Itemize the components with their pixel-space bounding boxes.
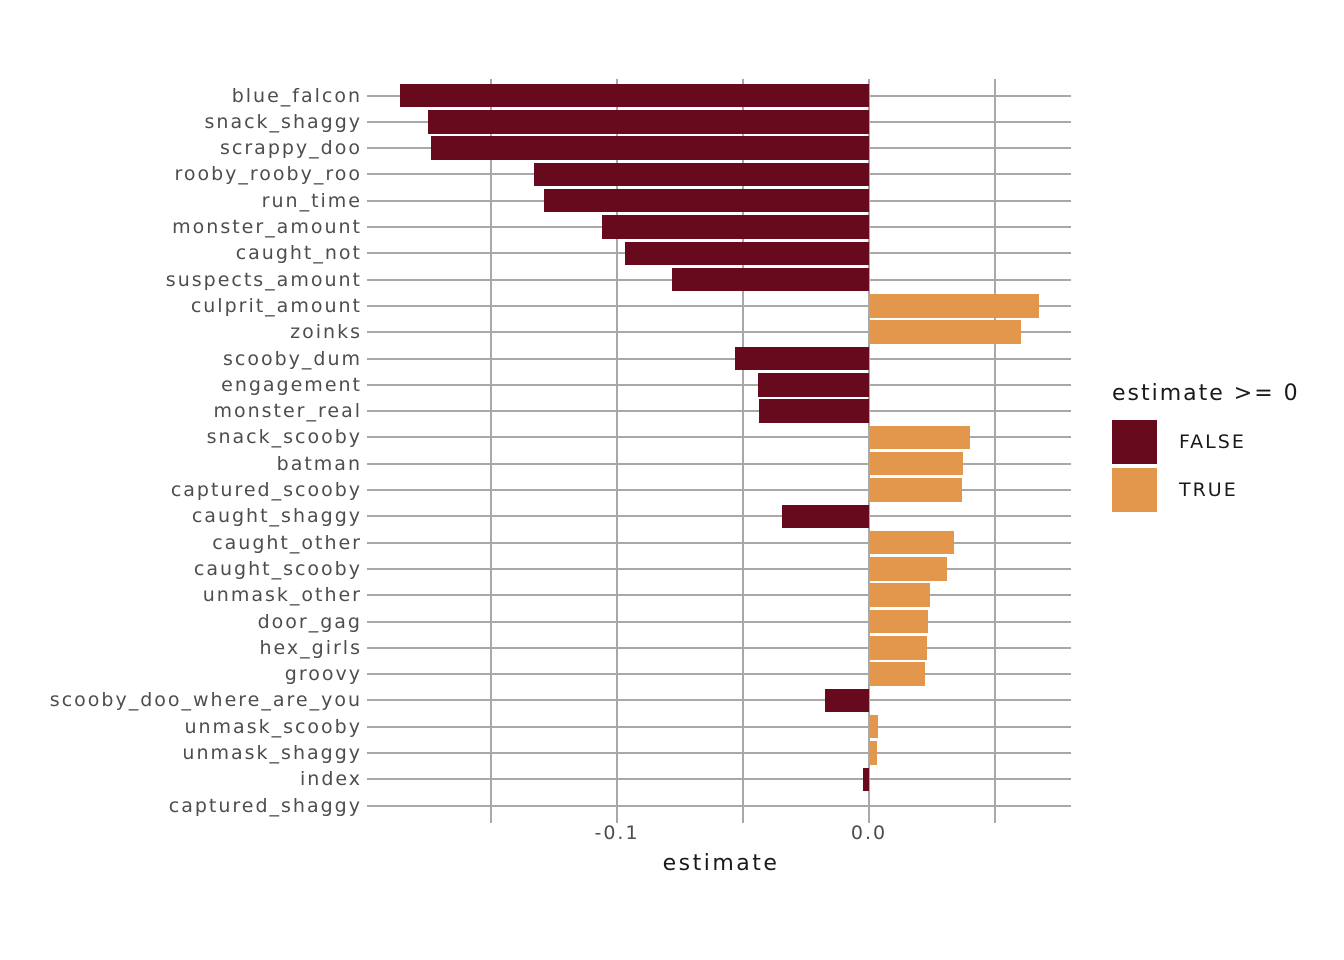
bar-unmask_other [870, 583, 931, 607]
y-axis-label: scooby_dum [222, 347, 362, 370]
bar-hex_girls [870, 636, 928, 660]
legend-swatch-true [1112, 468, 1157, 512]
gridline-horizontal [367, 436, 1071, 439]
y-axis-label: caught_scooby [193, 557, 362, 580]
legend-item-true: TRUE [1112, 468, 1300, 512]
gridline-vertical [994, 78, 996, 823]
bar-scrappy_doo [430, 136, 869, 160]
gridline-horizontal [367, 778, 1071, 781]
bar-unmask_scooby [870, 714, 879, 739]
bar-engagement [758, 373, 869, 397]
y-axis-label: caught_not [235, 242, 362, 265]
gridline-horizontal [367, 489, 1071, 491]
legend-swatch-false [1112, 420, 1157, 464]
bar-caught_scooby [870, 557, 947, 581]
y-axis-label: rooby_rooby_roo [174, 163, 362, 186]
bar-scooby_doo_where_are_you [824, 688, 869, 713]
bar-captured_scooby [870, 478, 962, 502]
bar-caught_shaggy [782, 504, 869, 529]
legend-items: FALSE TRUE [1112, 420, 1300, 512]
y-axis-label: caught_shaggy [191, 505, 362, 528]
bar-batman [870, 451, 964, 476]
y-axis-label: unmask_other [202, 584, 362, 607]
gridline-horizontal [367, 304, 1071, 307]
y-axis-label: run_time [261, 189, 362, 212]
y-axis-label: culprit_amount [190, 294, 362, 317]
bar-caught_not [624, 241, 869, 266]
y-axis-label: monster_real [213, 400, 362, 423]
bar-snack_scooby [870, 425, 970, 450]
gridline-horizontal [367, 699, 1071, 702]
y-axis-label: snack_scooby [206, 426, 362, 449]
y-axis-label: caught_other [212, 531, 362, 554]
legend-title: estimate >= 0 [1112, 381, 1300, 406]
legend: estimate >= 0 FALSE TRUE [1112, 381, 1300, 516]
x-axis-tick-label: 0.0 [850, 822, 888, 844]
bar-snack_shaggy [428, 110, 869, 134]
y-axis-label: zoinks [290, 321, 362, 344]
gridline-vertical [490, 78, 492, 823]
y-axis-label: hex_girls [259, 636, 362, 659]
y-axis-label: monster_amount [172, 216, 362, 238]
y-axis-label: scooby_doo_where_are_you [49, 689, 362, 712]
gridline-horizontal [367, 383, 1071, 386]
x-axis-title: estimate [662, 851, 780, 876]
bar-run_time [543, 188, 869, 213]
y-axis-label: engagement [221, 373, 362, 396]
legend-item-false: FALSE [1112, 420, 1300, 464]
y-axis-label: unmask_scooby [184, 715, 362, 738]
bar-monster_amount [601, 215, 869, 239]
gridline-vertical [616, 78, 618, 823]
bar-caught_other [870, 530, 955, 555]
gridline-horizontal [367, 410, 1071, 413]
gridline-horizontal [367, 646, 1071, 649]
bar-suspects_amount [672, 267, 869, 292]
gridline-horizontal [367, 673, 1071, 676]
y-axis-label: blue_falcon [231, 84, 362, 107]
bar-monster_real [759, 399, 869, 423]
y-axis-label: door_gag [257, 610, 362, 633]
y-axis-label: scrappy_doo [220, 137, 362, 160]
y-axis-label: captured_shaggy [168, 794, 362, 817]
bar-index [863, 767, 869, 792]
bar-zoinks [870, 320, 1022, 344]
gridline-vertical [868, 78, 870, 823]
bar-rooby_rooby_roo [533, 162, 869, 187]
bar-groovy [870, 662, 926, 686]
bar-blue_falcon [400, 83, 869, 108]
gridline-horizontal [367, 594, 1071, 597]
gridline-horizontal [367, 752, 1071, 754]
y-axis-label: suspects_amount [165, 268, 362, 291]
legend-item-label: TRUE [1179, 479, 1238, 501]
x-axis-tick-label: -0.1 [594, 822, 640, 844]
gridline-horizontal [367, 620, 1071, 623]
gridline-horizontal [367, 357, 1071, 360]
y-axis-label: groovy [284, 663, 362, 686]
bar-door_gag [870, 609, 928, 634]
legend-item-label: FALSE [1179, 431, 1246, 453]
y-axis-label: captured_scooby [170, 479, 362, 501]
y-axis-label: batman [276, 452, 362, 475]
bar-unmask_shaggy [870, 741, 878, 765]
gridline-horizontal [367, 462, 1071, 465]
gridline-horizontal [367, 541, 1071, 544]
y-axis-label: unmask_shaggy [182, 742, 362, 764]
bar-scooby_dum [735, 346, 869, 371]
gridline-horizontal [367, 515, 1071, 518]
gridline-horizontal [367, 725, 1071, 728]
gridline-horizontal [367, 567, 1071, 570]
bar-culprit_amount [870, 294, 1039, 318]
y-axis-label: index [300, 768, 362, 791]
y-axis-label: snack_shaggy [204, 110, 362, 133]
gridline-horizontal [367, 804, 1071, 807]
gridline-horizontal [367, 331, 1071, 334]
gridline-vertical [742, 78, 744, 823]
